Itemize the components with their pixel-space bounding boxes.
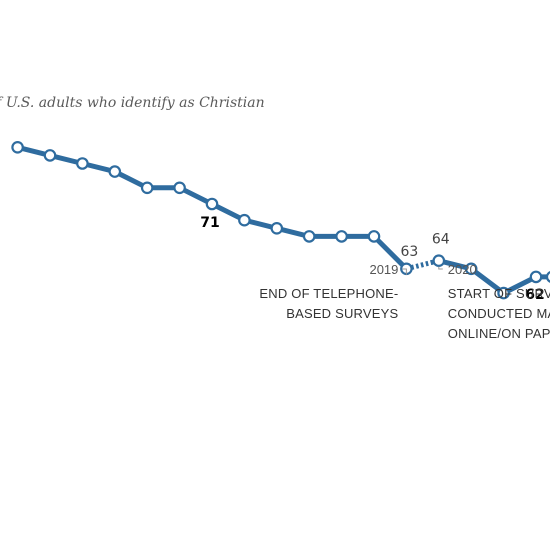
data-point-2022 [497, 286, 510, 300]
annotation-2020-line-2: CONDUCTED MAI [448, 306, 550, 321]
annotation-2020-line-3: ONLINE/ON PAPE [448, 326, 550, 341]
data-point-2014 [238, 213, 251, 227]
chart-subtitle: % of U.S. adults who identify as Christi… [0, 95, 265, 111]
data-point-2023-5 [545, 270, 550, 283]
annotation-2019-line-1: END OF TELEPHONE- [259, 286, 398, 301]
data-point-2016 [302, 230, 316, 243]
plot-area: 71 63 64 62 2019 END OF TELEPHONE- BASED SURVE… [11, 141, 550, 341]
data-point-2017 [335, 230, 348, 243]
data-point-2008 [43, 149, 57, 162]
annotation-2020-line-1: START OF SURVEY [448, 286, 550, 301]
data-point-2007 [11, 141, 24, 154]
data-label-2023: 62 [525, 287, 544, 303]
data-point-2012 [173, 181, 186, 195]
data-point-2013 [205, 197, 219, 211]
data-point-2009 [76, 157, 89, 170]
data-point-2021 [464, 262, 478, 276]
data-label-2013: 71 [200, 215, 219, 231]
data-point-2018 [367, 230, 381, 243]
data-point-2010 [108, 165, 122, 178]
data-point-2011 [140, 181, 154, 195]
data-point-2020 [432, 254, 446, 268]
leader-line-2020 [438, 266, 443, 270]
annotation-2019-line-2: BASED SURVEYS [286, 306, 398, 321]
data-point-2015 [270, 222, 284, 235]
data-label-2019: 63 [400, 244, 418, 260]
data-point-2023 [529, 270, 543, 284]
leader-line-2019 [402, 268, 407, 275]
data-label-2020: 64 [432, 232, 450, 248]
annotation-year-2019: 2019 [369, 262, 398, 277]
annotation-year-2020: 2020 [448, 262, 477, 277]
